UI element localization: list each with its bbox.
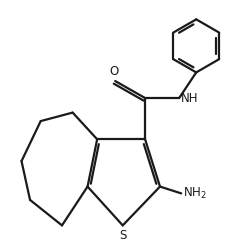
Text: S: S [119, 229, 126, 242]
Text: NH: NH [181, 92, 198, 105]
Text: O: O [109, 65, 118, 78]
Text: NH$_2$: NH$_2$ [183, 186, 207, 201]
